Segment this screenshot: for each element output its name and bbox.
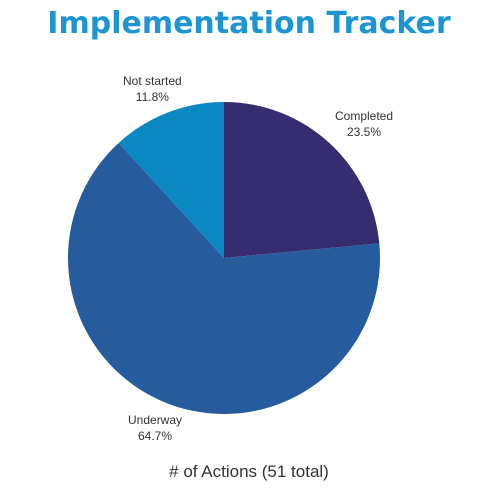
pie-slice-underway [68, 142, 381, 415]
slice-value-completed: 23.5% [347, 125, 382, 139]
slice-value-not-started: 11.8% [135, 90, 169, 104]
slice-label-completed: Completed 23.5% [335, 108, 393, 140]
slice-label-not-started: Not started 11.8% [123, 73, 182, 105]
slice-value-underway: 64.7% [138, 429, 173, 443]
pie-slice-not-started [118, 102, 224, 258]
slice-label-underway: Underway 64.7% [128, 412, 182, 444]
chart-footer-label: # of Actions (51 total) [169, 462, 329, 481]
pie-slice-completed [224, 102, 380, 258]
slice-name-underway: Underway [128, 413, 183, 427]
chart-title: Implementation Tracker [47, 6, 451, 41]
slice-name-completed: Completed [335, 109, 394, 123]
slice-name-not-started: Not started [123, 74, 182, 88]
